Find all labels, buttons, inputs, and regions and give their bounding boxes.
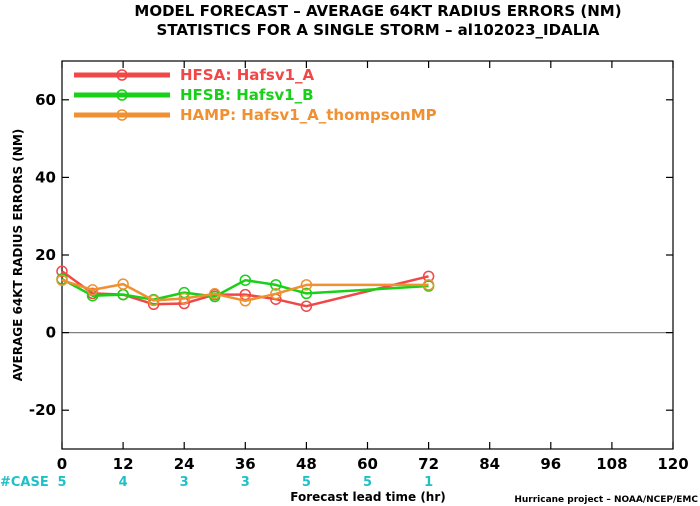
legend-swatch-marker <box>116 89 128 101</box>
x-tick-label: 12 <box>113 455 134 473</box>
data-point <box>300 279 313 291</box>
legend-label: HFSA: Hafsv1_A <box>180 66 315 84</box>
y-tick-label: -20 <box>29 401 56 419</box>
y-tick-label: 40 <box>35 168 56 186</box>
y-tick-label: 60 <box>35 91 56 109</box>
series-layer <box>56 265 435 312</box>
data-point <box>147 294 160 307</box>
data-point <box>86 284 99 296</box>
x-tick-label: 36 <box>235 455 256 473</box>
data-point <box>270 279 282 291</box>
data-point <box>300 287 313 300</box>
y-axis-label: AVERAGE 64KT RADIUS ERRORS (NM) <box>11 129 25 381</box>
x-tick-label: 96 <box>540 455 561 473</box>
data-point <box>56 265 68 278</box>
case-counts: 5 4 3 3 5 5 1 <box>57 475 433 490</box>
data-point <box>56 274 68 286</box>
legend: HFSA: Hafsv1_A HFSB: Hafsv1_B HAMP: Hafsv1… <box>74 66 437 124</box>
legend-swatch-marker <box>116 69 128 81</box>
case-count: 1 <box>424 475 433 490</box>
y-tick-label: 20 <box>35 246 56 264</box>
legend-label: HFSB: Hafsv1_B <box>180 86 314 104</box>
data-point <box>209 288 221 300</box>
chart-title-line1: MODEL FORECAST – AVERAGE 64KT RADIUS ERR… <box>134 2 621 20</box>
case-label: #CASE <box>0 475 49 490</box>
case-count: 3 <box>241 475 250 490</box>
data-point <box>270 288 282 300</box>
data-point <box>178 292 190 305</box>
x-tick-label: 24 <box>174 455 195 473</box>
data-point <box>117 278 129 290</box>
y-axis-ticks: -20 0 20 40 60 <box>29 91 673 419</box>
data-point <box>239 274 252 286</box>
x-tick-label: 48 <box>296 455 317 473</box>
x-tick-label: 0 <box>57 455 67 473</box>
data-point <box>239 295 252 307</box>
x-tick-label: 72 <box>418 455 439 473</box>
legend-swatch-marker <box>116 109 128 121</box>
case-count: 3 <box>180 475 189 490</box>
data-point <box>422 279 435 291</box>
x-axis-ticks: 0 12 24 36 48 60 72 84 96 108 120 <box>57 61 689 473</box>
x-axis-label: Forecast lead time (hr) <box>290 490 446 504</box>
data-point <box>300 300 313 312</box>
x-tick-label: 60 <box>357 455 378 473</box>
case-count: 4 <box>119 475 128 490</box>
y-tick-label: 0 <box>46 324 56 342</box>
x-tick-label: 120 <box>657 455 688 473</box>
case-count: 5 <box>363 475 372 490</box>
credit-text: Hurricane project – NOAA/NCEP/EMC <box>514 495 698 505</box>
legend-label: HAMP: Hafsv1_A_thompsonMP <box>180 106 437 124</box>
chart-title-line2: STATISTICS FOR A SINGLE STORM – al102023… <box>157 21 600 39</box>
x-tick-label: 108 <box>596 455 627 473</box>
series-line <box>61 279 429 303</box>
x-tick-label: 84 <box>479 455 500 473</box>
case-count: 5 <box>57 475 66 490</box>
case-count: 5 <box>302 475 311 490</box>
